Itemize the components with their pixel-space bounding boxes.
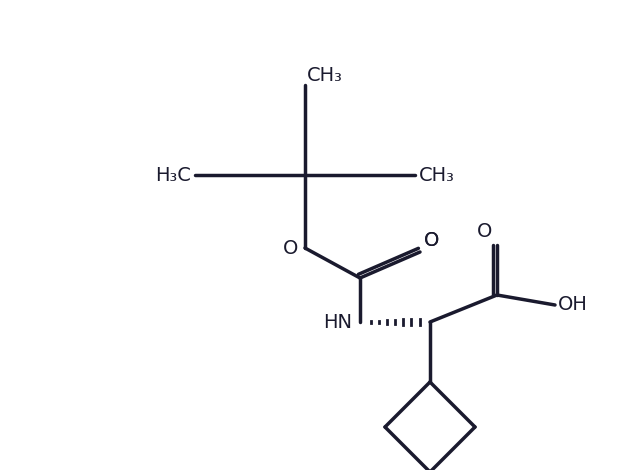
Text: O: O — [424, 230, 440, 250]
Text: OH: OH — [558, 296, 588, 314]
Text: O: O — [284, 238, 299, 258]
Text: HN: HN — [323, 313, 352, 331]
Text: CH₃: CH₃ — [419, 165, 455, 185]
Text: O: O — [477, 221, 493, 241]
Text: H₃C: H₃C — [155, 165, 191, 185]
Text: O: O — [424, 230, 440, 250]
Text: CH₃: CH₃ — [307, 65, 343, 85]
